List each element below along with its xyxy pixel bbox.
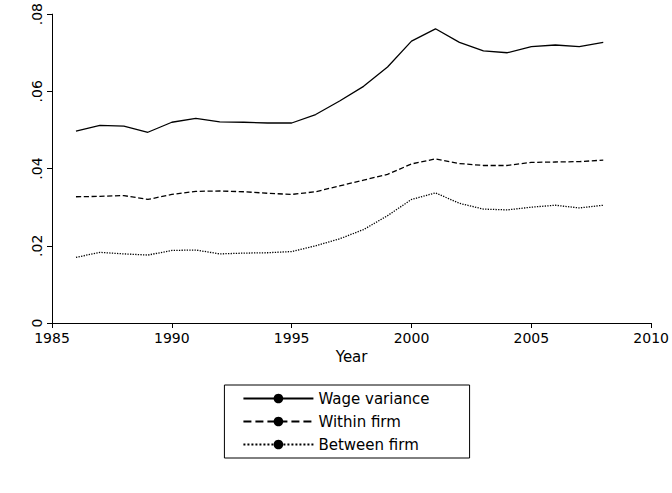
svg-text:0: 0 — [29, 319, 45, 328]
svg-text:Within firm: Within firm — [318, 413, 400, 431]
svg-text:.02: .02 — [29, 235, 45, 257]
svg-text:2000: 2000 — [394, 330, 430, 346]
svg-text:Wage variance: Wage variance — [318, 390, 429, 408]
svg-text:.08: .08 — [29, 3, 45, 25]
svg-text:.04: .04 — [29, 157, 45, 179]
svg-text:Year: Year — [335, 348, 369, 366]
svg-text:Between firm: Between firm — [318, 436, 418, 454]
svg-text:1995: 1995 — [274, 330, 310, 346]
svg-text:1985: 1985 — [34, 330, 70, 346]
svg-text:2005: 2005 — [514, 330, 550, 346]
svg-text:.06: .06 — [29, 80, 45, 102]
svg-text:2010: 2010 — [633, 330, 669, 346]
svg-text:1990: 1990 — [154, 330, 190, 346]
